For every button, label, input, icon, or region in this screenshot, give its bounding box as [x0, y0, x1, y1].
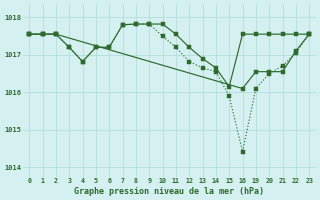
X-axis label: Graphe pression niveau de la mer (hPa): Graphe pression niveau de la mer (hPa)	[74, 187, 264, 196]
